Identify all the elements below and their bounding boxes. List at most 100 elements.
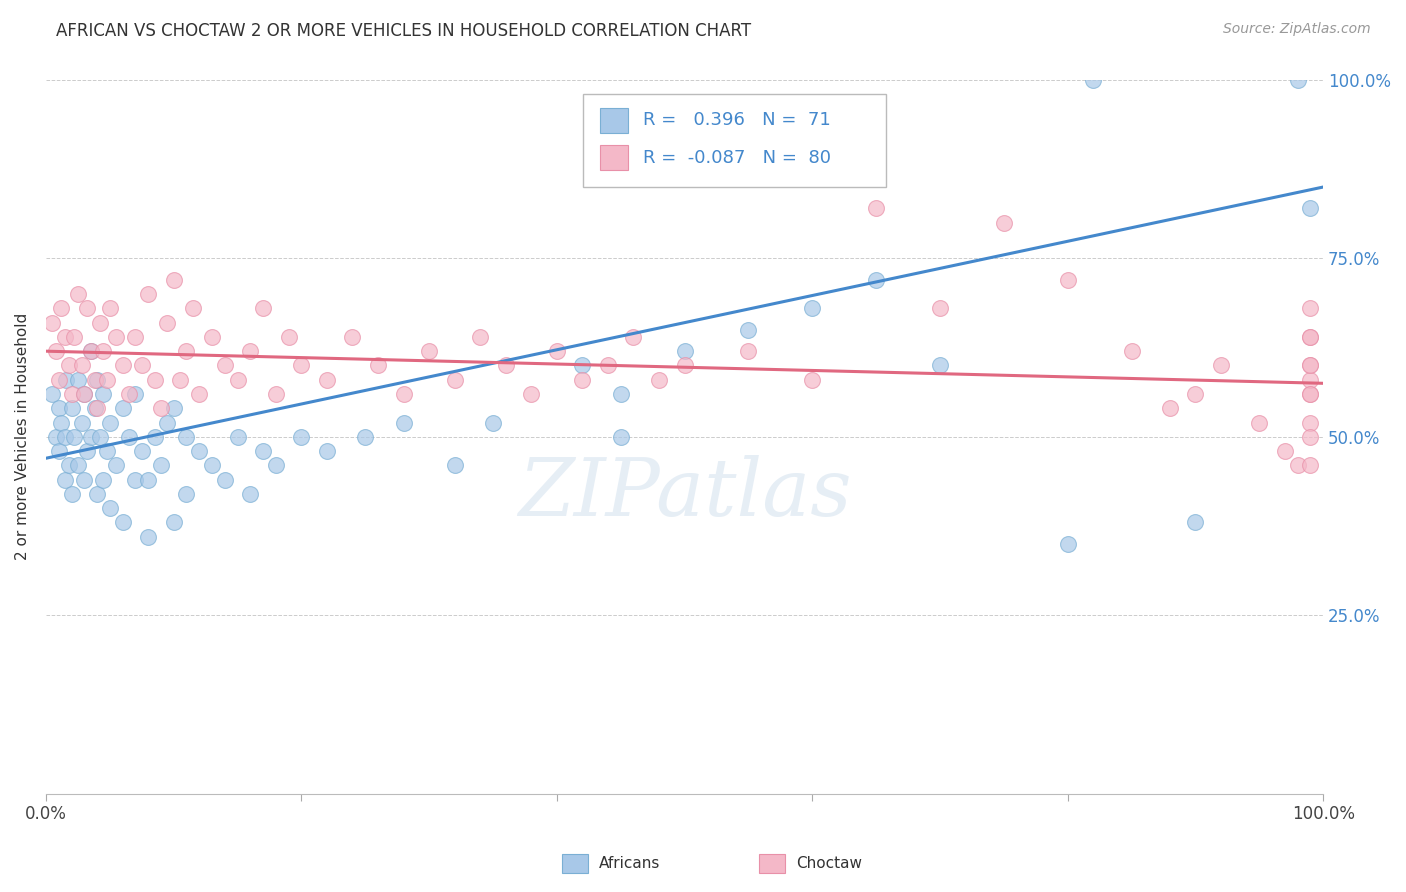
- Point: [48, 373, 70, 387]
- Point: [105, 458, 128, 473]
- Point: [118, 430, 141, 444]
- Point: [76, 444, 98, 458]
- Point: [60, 487, 83, 501]
- Point: [188, 444, 211, 458]
- Point: [277, 330, 299, 344]
- Point: [316, 373, 339, 387]
- Point: [98, 301, 121, 316]
- Point: [1249, 416, 1271, 430]
- Point: [737, 323, 759, 337]
- Point: [111, 359, 134, 373]
- Point: [118, 387, 141, 401]
- Point: [149, 458, 172, 473]
- Point: [392, 416, 415, 430]
- Point: [70, 359, 93, 373]
- Point: [201, 458, 224, 473]
- Point: [163, 516, 186, 530]
- Point: [70, 416, 93, 430]
- Point: [124, 387, 146, 401]
- Point: [53, 473, 76, 487]
- Point: [181, 301, 204, 316]
- Point: [76, 301, 98, 316]
- Point: [623, 330, 645, 344]
- Point: [596, 359, 619, 373]
- Point: [546, 344, 568, 359]
- Point: [93, 344, 115, 359]
- Point: [1299, 330, 1322, 344]
- Point: [1299, 202, 1322, 216]
- Point: [89, 316, 111, 330]
- Point: [316, 444, 339, 458]
- Point: [1299, 373, 1322, 387]
- Point: [673, 359, 696, 373]
- Point: [86, 373, 108, 387]
- Point: [96, 444, 118, 458]
- Point: [392, 387, 415, 401]
- Point: [53, 430, 76, 444]
- Point: [1299, 430, 1322, 444]
- Point: [801, 373, 824, 387]
- Point: [648, 373, 671, 387]
- Point: [1299, 387, 1322, 401]
- Point: [520, 387, 543, 401]
- Point: [89, 430, 111, 444]
- Point: [51, 301, 73, 316]
- Text: Africans: Africans: [599, 856, 661, 871]
- Point: [571, 359, 593, 373]
- Point: [79, 344, 101, 359]
- Point: [1083, 73, 1105, 87]
- Point: [290, 359, 312, 373]
- Point: [239, 487, 262, 501]
- Point: [929, 301, 952, 316]
- Point: [609, 387, 631, 401]
- Point: [83, 401, 105, 416]
- Point: [367, 359, 389, 373]
- Point: [1299, 359, 1322, 373]
- Point: [1159, 401, 1181, 416]
- Point: [149, 401, 172, 416]
- Point: [737, 344, 759, 359]
- Point: [495, 359, 517, 373]
- Point: [51, 416, 73, 430]
- Point: [1286, 73, 1309, 87]
- Point: [55, 373, 77, 387]
- Point: [143, 373, 166, 387]
- Text: R =   0.396   N =  71: R = 0.396 N = 71: [643, 112, 831, 129]
- Point: [252, 301, 274, 316]
- Point: [83, 373, 105, 387]
- Point: [1286, 458, 1309, 473]
- Point: [264, 387, 287, 401]
- Point: [673, 344, 696, 359]
- Point: [131, 359, 153, 373]
- Point: [45, 344, 67, 359]
- Point: [214, 473, 236, 487]
- Point: [264, 458, 287, 473]
- Point: [342, 330, 364, 344]
- Point: [1209, 359, 1232, 373]
- Point: [418, 344, 440, 359]
- Point: [58, 458, 80, 473]
- Point: [105, 330, 128, 344]
- Point: [1299, 301, 1322, 316]
- Point: [136, 473, 159, 487]
- Point: [53, 330, 76, 344]
- Point: [214, 359, 236, 373]
- Point: [163, 401, 186, 416]
- Text: AFRICAN VS CHOCTAW 2 OR MORE VEHICLES IN HOUSEHOLD CORRELATION CHART: AFRICAN VS CHOCTAW 2 OR MORE VEHICLES IN…: [56, 22, 751, 40]
- Point: [136, 287, 159, 301]
- Text: Source: ZipAtlas.com: Source: ZipAtlas.com: [1223, 22, 1371, 37]
- Point: [58, 359, 80, 373]
- Point: [86, 401, 108, 416]
- Point: [156, 416, 179, 430]
- Point: [1299, 359, 1322, 373]
- Point: [865, 273, 887, 287]
- Point: [124, 473, 146, 487]
- Point: [1184, 516, 1206, 530]
- Point: [96, 373, 118, 387]
- Point: [1299, 416, 1322, 430]
- Point: [1299, 330, 1322, 344]
- Point: [354, 430, 377, 444]
- Point: [124, 330, 146, 344]
- Point: [98, 501, 121, 516]
- Point: [188, 387, 211, 401]
